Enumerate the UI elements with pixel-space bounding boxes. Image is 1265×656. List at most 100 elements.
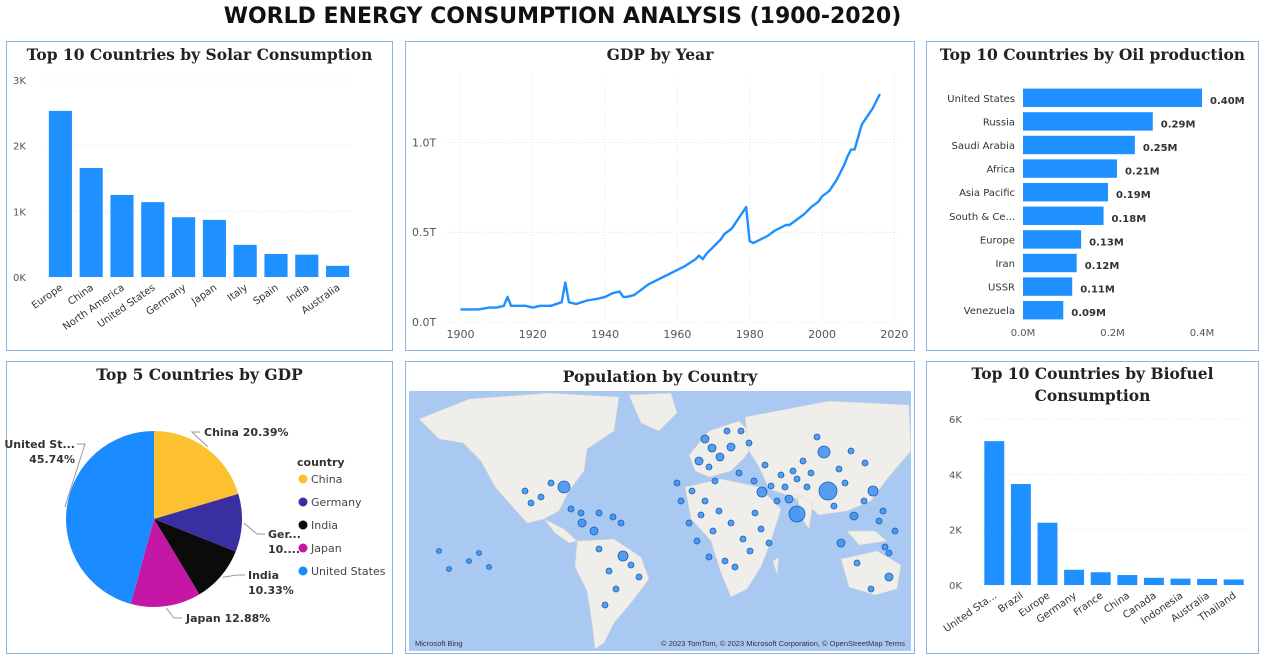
biofuel-panel[interactable]: Top 10 Countries by Biofuel Consumption … xyxy=(926,361,1259,654)
population-bubble xyxy=(788,505,806,523)
population-bubble xyxy=(577,509,585,517)
pie-slice-label: China 20.39% xyxy=(204,426,289,439)
population-bubble xyxy=(685,519,693,527)
biofuel-bar xyxy=(1197,578,1218,585)
pie-legend-label: Japan xyxy=(310,542,342,555)
solar-x-label: Europe xyxy=(30,282,65,311)
pie-slice-india xyxy=(154,519,236,595)
biofuel-bar xyxy=(1064,569,1085,585)
population-bubble xyxy=(867,585,875,593)
population-bubble xyxy=(830,502,838,510)
oil-x-tick: 0.2M xyxy=(1100,328,1125,339)
map-landmass xyxy=(628,392,678,432)
population-bubble xyxy=(723,427,731,435)
gdp-line xyxy=(460,93,881,311)
population-bubble xyxy=(841,479,849,487)
solar-bar xyxy=(202,219,226,277)
population-bubble xyxy=(673,479,681,487)
oil-category-label: Iran xyxy=(995,259,1015,270)
population-bubble xyxy=(527,499,535,507)
world-map[interactable]: Microsoft Bing © 2023 TomTom, © 2023 Mic… xyxy=(409,391,911,651)
oil-panel[interactable]: Top 10 Countries by Oil production Unite… xyxy=(926,41,1259,351)
population-bubble xyxy=(605,567,613,575)
gdp-pie-panel[interactable]: Top 5 Countries by GDP China 20.39% Ger..… xyxy=(4,361,393,654)
oil-value-label: 0.21M xyxy=(1125,167,1160,178)
population-bubble xyxy=(731,563,739,571)
map-landmass xyxy=(574,538,650,650)
population-bubble xyxy=(693,537,701,545)
solar-x-label: Italy xyxy=(226,282,250,304)
solar-bar xyxy=(326,265,350,277)
world-map-svg xyxy=(418,392,911,650)
population-bubble xyxy=(891,527,899,535)
population-bubble xyxy=(577,518,587,528)
population-bubble xyxy=(700,434,710,444)
population-bubble xyxy=(705,553,713,561)
oil-bar xyxy=(1023,230,1082,249)
population-bubble xyxy=(557,480,571,494)
biofuel-y-tick: 2K xyxy=(949,526,962,537)
pie-leader-line xyxy=(190,431,209,448)
pie-leader-line xyxy=(165,607,182,619)
oil-category-label: Saudi Arabia xyxy=(952,141,1015,152)
biofuel-bar xyxy=(1090,572,1111,585)
population-bubble xyxy=(773,497,781,505)
population-map-panel[interactable]: Population by Country Microsoft Bing © 2… xyxy=(405,361,915,654)
oil-value-label: 0.29M xyxy=(1161,119,1196,130)
solar-bar xyxy=(48,110,72,277)
oil-bar-chart: United States 0.40M Russia 0.29M Saudi Arabi… xyxy=(947,88,1245,339)
map-credit: © 2023 TomTom, © 2023 Microsoft Corporat… xyxy=(661,639,905,648)
population-bubble xyxy=(466,558,472,564)
oil-bar xyxy=(1023,300,1064,320)
pie-legend-label: India xyxy=(311,519,338,532)
pie-slice-label: 45.74% xyxy=(29,453,75,466)
biofuel-y-tick: 4K xyxy=(949,470,962,481)
biofuel-x-label: France xyxy=(1072,590,1106,618)
oil-bar xyxy=(1023,112,1153,131)
population-bubble xyxy=(705,463,713,471)
population-bubble xyxy=(521,487,529,495)
gdp-panel[interactable]: GDP by Year 1900 1920 1940 1960 1980 2000 2020… xyxy=(405,41,915,351)
pie-slice-germany xyxy=(154,493,242,552)
solar-bar xyxy=(264,254,288,277)
oil-category-label: Europe xyxy=(980,235,1015,246)
population-bubble xyxy=(849,511,859,521)
biofuel-x-label: United Sta... xyxy=(942,590,999,635)
oil-bar xyxy=(1023,277,1073,296)
population-bubble xyxy=(817,445,831,459)
population-bubble xyxy=(677,497,685,505)
biofuel-bar xyxy=(1010,484,1031,585)
population-bubble xyxy=(745,439,753,447)
oil-category-label: United States xyxy=(947,94,1015,105)
oil-bar xyxy=(1023,206,1104,226)
bing-logo: Microsoft Bing xyxy=(415,639,463,648)
oil-value-label: 0.13M xyxy=(1089,237,1124,248)
population-bubble xyxy=(476,550,482,556)
solar-bar xyxy=(295,254,319,277)
pie-legend-label: United States xyxy=(311,565,386,578)
oil-bar xyxy=(1023,253,1077,273)
population-bubble xyxy=(547,479,555,487)
gdp-x-tick: 1920 xyxy=(519,328,547,341)
population-bubble xyxy=(727,519,735,527)
oil-category-label: South & Ce... xyxy=(949,212,1015,223)
population-bubble xyxy=(867,485,879,497)
population-bubble xyxy=(756,486,768,498)
population-bubble xyxy=(735,469,743,477)
oil-value-label: 0.25M xyxy=(1143,143,1178,154)
oil-bar xyxy=(1023,159,1117,178)
population-bubble xyxy=(709,527,717,535)
gdp-y-tick: 0.5T xyxy=(412,226,436,239)
population-bubble xyxy=(836,538,846,548)
population-bubble xyxy=(609,513,617,521)
solar-panel[interactable]: Top 10 Countries by Solar Consumption 0K… xyxy=(6,41,393,351)
oil-value-label: 0.12M xyxy=(1085,261,1120,272)
population-bubble xyxy=(617,519,625,527)
solar-x-label: Japan xyxy=(189,282,219,308)
gdp-y-tick: 1.0T xyxy=(412,136,436,149)
population-bubble xyxy=(875,517,883,525)
oil-chart-title: Top 10 Countries by Oil production xyxy=(939,45,1246,64)
pie-slice-japan xyxy=(130,519,200,607)
